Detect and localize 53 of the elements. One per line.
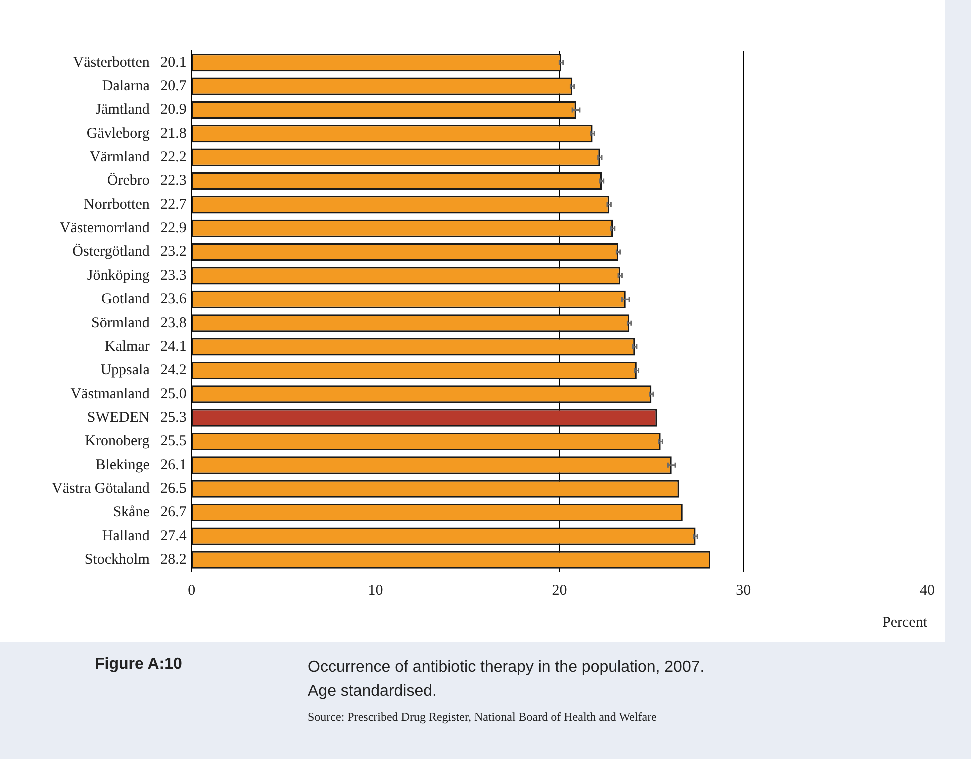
y-tick-label: Kronoberg xyxy=(85,434,150,450)
x-tick-label: 30 xyxy=(736,582,752,599)
data-label: 25.0 xyxy=(160,386,187,402)
y-tick-label: Jämtland xyxy=(96,102,150,118)
y-tick-label: Kalmar xyxy=(104,338,150,355)
source-note: Source: Prescribed Drug Register, National Board of Health and Welfare xyxy=(308,710,657,725)
y-tick-label: Västra Götaland xyxy=(52,481,150,498)
data-label: 28.2 xyxy=(160,552,187,568)
data-label: 20.7 xyxy=(160,78,188,94)
y-tick-label: SWEDEN xyxy=(87,410,150,426)
y-tick-label: Västernorrland xyxy=(60,220,150,237)
y-tick-label: Jönköping xyxy=(87,268,150,284)
y-tick-label: Norrbotten xyxy=(84,196,150,213)
text: Occurrence of antibiotic therapy in the population, 2007. Age standardised. xyxy=(308,658,706,702)
data-label: 22.2 xyxy=(160,150,187,166)
y-tick-label: Blekinge xyxy=(96,457,150,474)
x-tick-label: 0 xyxy=(188,582,196,599)
data-label: 21.8 xyxy=(160,126,187,142)
data-label: 26.1 xyxy=(160,457,187,474)
x-axis-title: Percent xyxy=(882,614,928,631)
x-tick-label: 10 xyxy=(368,582,384,599)
y-tick-label: Värmland xyxy=(90,150,150,166)
data-label: 25.5 xyxy=(160,434,187,450)
data-label: 22.3 xyxy=(160,173,187,190)
data-label: 23.3 xyxy=(160,268,187,284)
data-label: 27.4 xyxy=(160,528,188,544)
y-tick-label: Skåne xyxy=(113,504,150,521)
y-tick-label: Västerbotten xyxy=(73,54,150,71)
y-tick-label: Stockholm xyxy=(84,552,150,568)
data-label: 26.7 xyxy=(160,504,188,521)
y-tick-label: Östergötland xyxy=(72,243,150,260)
data-label: 26.5 xyxy=(160,481,187,498)
y-tick-label: Örebro xyxy=(107,172,150,190)
text: Figure A:10 xyxy=(95,656,182,674)
y-tick-label: Västmanland xyxy=(70,386,150,402)
y-tick-label: Halland xyxy=(102,528,150,544)
y-tick-label: Dalarna xyxy=(102,78,150,94)
data-label: 24.2 xyxy=(160,362,187,379)
y-tick-label: Uppsala xyxy=(100,362,150,379)
data-label: 22.9 xyxy=(160,220,187,237)
data-label: 24.1 xyxy=(160,338,187,355)
data-label: 23.6 xyxy=(160,292,188,308)
data-label: 23.2 xyxy=(160,244,187,260)
data-label: 20.9 xyxy=(160,102,187,118)
data-label: 23.8 xyxy=(160,315,187,332)
y-tick-label: Gotland xyxy=(102,292,150,308)
data-label: 25.3 xyxy=(160,410,187,426)
x-tick-label: 40 xyxy=(920,582,935,599)
y-tick-label: Sörmland xyxy=(92,315,150,332)
data-label: 22.7 xyxy=(160,196,188,213)
data-label: 20.1 xyxy=(160,54,187,71)
y-tick-label: Gävleborg xyxy=(86,126,150,142)
x-tick-label: 20 xyxy=(552,582,568,599)
